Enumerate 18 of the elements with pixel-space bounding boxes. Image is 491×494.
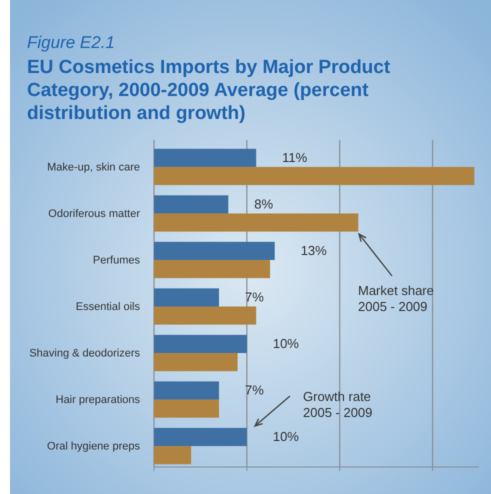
data-label: 10% xyxy=(272,336,300,351)
chart-subtitle: Figure E2.1 xyxy=(27,33,115,52)
y-tick-label: Oral hygiene preps xyxy=(47,440,140,453)
data-label: 10% xyxy=(272,428,300,444)
y-tick-label: Perfumes xyxy=(92,254,140,266)
chart-title: EU Cosmetics Imports by Major Product Category, 2000-2009 Average (percent distribution and growth) xyxy=(27,57,391,124)
data-label: 8% xyxy=(254,196,274,212)
text: Market share 2005 - 2009 xyxy=(358,283,434,314)
y-tick-label: Essential oils xyxy=(76,301,140,314)
y-tick-label: Hair preparations xyxy=(56,394,140,406)
y-tick-label: Make-up, skin care xyxy=(47,161,140,174)
y-tick-label: Shaving & deodorizers xyxy=(29,348,140,360)
data-label: 11% xyxy=(282,150,308,165)
data-label: 7% xyxy=(245,289,264,304)
text: Growth rate 2005 - 2009 xyxy=(303,389,372,420)
data-label: 13% xyxy=(300,242,328,258)
y-tick-label: Odoriferous matter xyxy=(48,208,140,220)
data-label: 7% xyxy=(245,382,264,398)
